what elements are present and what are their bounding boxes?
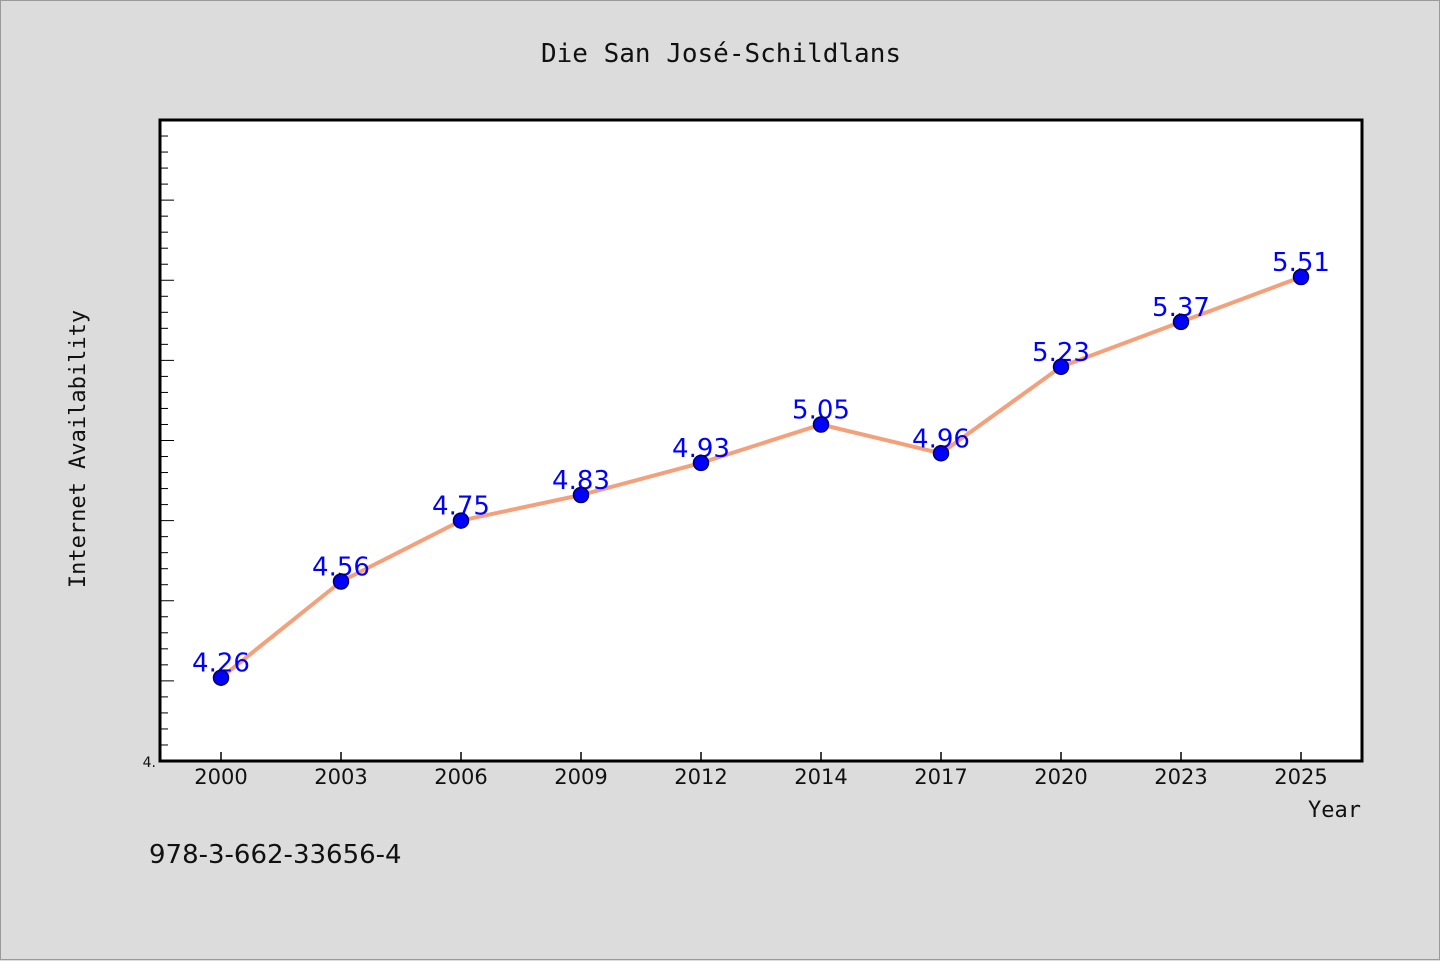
x-tick-label: 2014 [794, 765, 847, 789]
y-axis-ticks [160, 135, 174, 746]
x-tick-label: 2023 [1154, 765, 1207, 789]
chart-title: Die San José-Schildlans [541, 39, 901, 69]
isbn-text: 978-3-662-33656-4 [149, 840, 402, 870]
x-tick-label: 2020 [1034, 765, 1087, 789]
data-point [1292, 268, 1310, 286]
x-tick-label: 2025 [1274, 765, 1327, 789]
plot-area [158, 118, 1364, 763]
x-tick-label: 2003 [314, 765, 367, 789]
x-tick-label: 2000 [194, 765, 247, 789]
x-axis-ticks: 2000 2003 2006 2009 2012 2014 2017 2020 2023 2025 [194, 752, 1328, 789]
x-tick-label: 2012 [674, 765, 727, 789]
data-point [932, 445, 950, 462]
data-point [572, 486, 590, 504]
data-point [212, 669, 230, 686]
data-point [692, 454, 710, 472]
x-tick-label: 2017 [914, 765, 967, 789]
data-point [1052, 358, 1070, 376]
series-line [219, 275, 1303, 680]
x-axis-title: Year [1308, 798, 1361, 823]
data-point [1172, 313, 1190, 331]
data-point [332, 573, 350, 590]
x-tick-label: 2006 [434, 765, 487, 789]
data-point [812, 416, 830, 433]
data-point [452, 512, 470, 529]
x-tick-label: 2009 [554, 765, 607, 789]
series-markers [212, 268, 1310, 686]
y-axis-title: Internet Availability [66, 310, 91, 588]
y-tick-label: 4. [143, 755, 156, 771]
